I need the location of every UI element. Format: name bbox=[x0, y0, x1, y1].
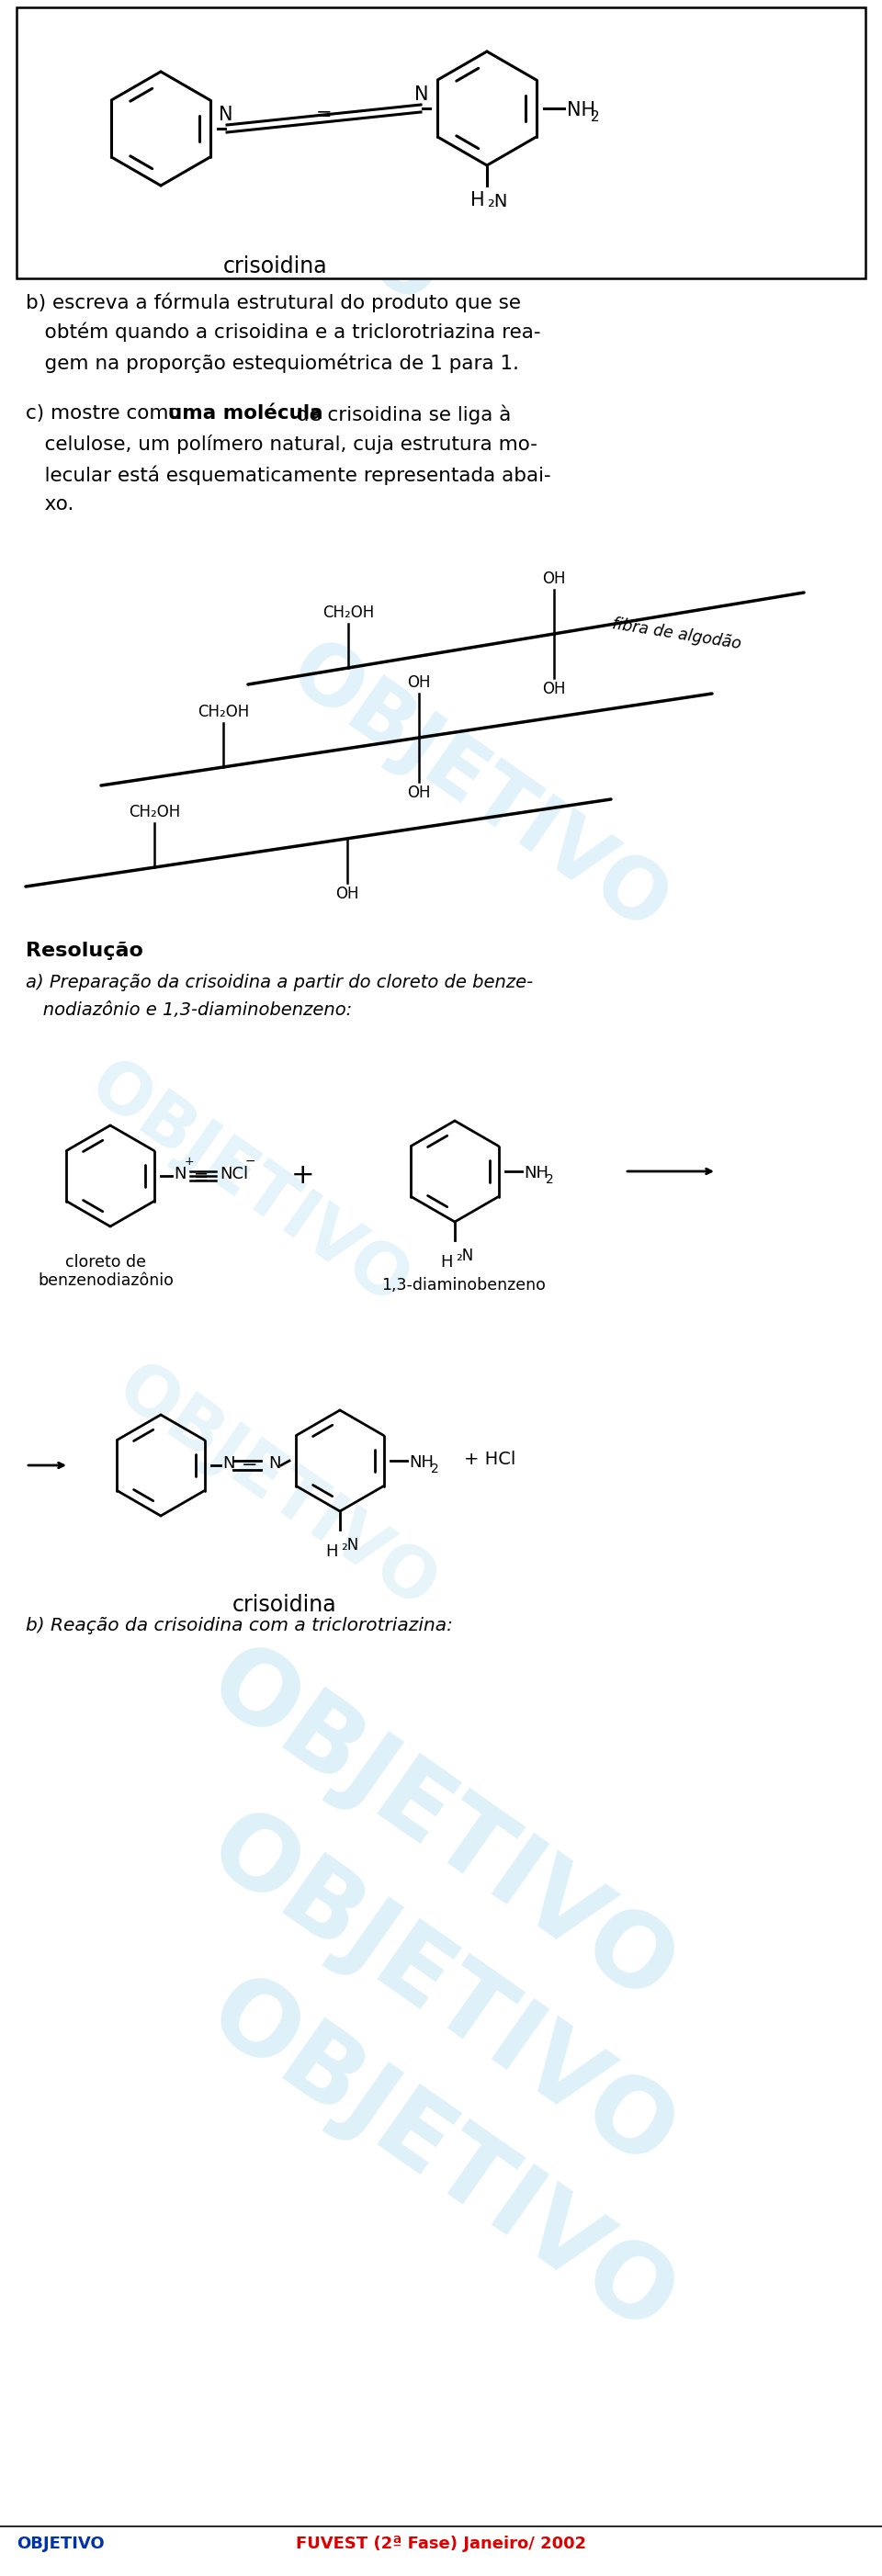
Text: N: N bbox=[219, 106, 233, 124]
Text: fibra de algodão: fibra de algodão bbox=[611, 616, 743, 652]
Text: CH₂OH: CH₂OH bbox=[198, 703, 249, 721]
Bar bbox=[17, 8, 865, 278]
Text: celulose, um polímero natural, cuja estrutura mo-: celulose, um polímero natural, cuja estr… bbox=[26, 435, 537, 453]
Text: OH: OH bbox=[542, 569, 565, 587]
Text: ₂N: ₂N bbox=[340, 1538, 359, 1553]
Text: =: = bbox=[316, 106, 332, 124]
Text: ≡: ≡ bbox=[194, 1167, 209, 1185]
Text: NH: NH bbox=[409, 1455, 434, 1471]
Text: benzenodiazônio: benzenodiazônio bbox=[38, 1273, 174, 1288]
Text: OBJETIVO: OBJETIVO bbox=[63, 18, 452, 322]
Text: H: H bbox=[440, 1255, 453, 1270]
Text: OBJETIVO: OBJETIVO bbox=[190, 1798, 692, 2190]
Text: c) mostre como: c) mostre como bbox=[26, 404, 187, 422]
Text: H: H bbox=[325, 1543, 338, 1561]
Text: OH: OH bbox=[407, 675, 430, 690]
Text: 1,3-diaminobenzeno: 1,3-diaminobenzeno bbox=[382, 1278, 546, 1293]
Text: OBJETIVO: OBJETIVO bbox=[17, 2535, 104, 2553]
Text: cloreto de: cloreto de bbox=[65, 1255, 146, 1270]
Text: OBJETIVO: OBJETIVO bbox=[190, 1963, 692, 2354]
Text: OH: OH bbox=[336, 886, 359, 902]
Text: uma molécula: uma molécula bbox=[168, 404, 323, 422]
Text: ₂N: ₂N bbox=[456, 1247, 474, 1265]
Text: OBJETIVO: OBJETIVO bbox=[190, 1631, 692, 2025]
Text: 2: 2 bbox=[546, 1172, 554, 1185]
Text: a) Preparação da crisoidina a partir do cloreto de benze-: a) Preparação da crisoidina a partir do … bbox=[26, 974, 533, 992]
Text: NH: NH bbox=[567, 100, 595, 118]
Text: +: + bbox=[184, 1154, 194, 1167]
Text: NH: NH bbox=[524, 1164, 549, 1182]
Text: lecular está esquematicamente representada abai-: lecular está esquematicamente representa… bbox=[26, 464, 551, 484]
Text: H: H bbox=[471, 191, 485, 209]
Text: CH₂OH: CH₂OH bbox=[129, 804, 180, 822]
Text: +: + bbox=[291, 1162, 315, 1190]
Text: de crisoidina se liga à: de crisoidina se liga à bbox=[290, 404, 512, 425]
Text: OBJETIVO: OBJETIVO bbox=[76, 1051, 421, 1319]
Text: 2: 2 bbox=[591, 111, 600, 124]
Text: N: N bbox=[222, 1455, 235, 1471]
Text: + HCl: + HCl bbox=[464, 1450, 516, 1468]
Text: ₂N: ₂N bbox=[487, 193, 507, 211]
Text: OBJETIVO: OBJETIVO bbox=[273, 631, 682, 951]
Text: Resolução: Resolução bbox=[26, 943, 143, 961]
Text: OBJETIVO: OBJETIVO bbox=[103, 1352, 448, 1623]
Text: −: − bbox=[245, 1154, 256, 1167]
Text: obtém quando a crisoidina e a triclorotriazina rea-: obtém quando a crisoidina e a triclorotr… bbox=[26, 322, 541, 343]
Text: nodiazônio e 1,3-diaminobenzeno:: nodiazônio e 1,3-diaminobenzeno: bbox=[26, 1002, 352, 1020]
Text: N: N bbox=[268, 1455, 280, 1471]
Text: CH₂OH: CH₂OH bbox=[322, 605, 374, 621]
Text: xo.: xo. bbox=[26, 495, 74, 513]
Text: b) Reação da crisoidina com a triclorotriazina:: b) Reação da crisoidina com a triclorotr… bbox=[26, 1618, 452, 1633]
Text: NCl: NCl bbox=[220, 1167, 248, 1182]
Text: N: N bbox=[415, 85, 429, 103]
Text: 2: 2 bbox=[431, 1463, 439, 1476]
Text: FUVEST (2ª Fase) Janeiro/ 2002: FUVEST (2ª Fase) Janeiro/ 2002 bbox=[295, 2535, 587, 2553]
Text: OH: OH bbox=[407, 786, 430, 801]
Text: crisoidina: crisoidina bbox=[223, 255, 328, 278]
Text: crisoidina: crisoidina bbox=[233, 1595, 337, 1615]
Text: OH: OH bbox=[542, 680, 565, 698]
Text: gem na proporção estequiométrica de 1 para 1.: gem na proporção estequiométrica de 1 pa… bbox=[26, 353, 519, 374]
Text: b) escreva a fórmula estrutural do produto que se: b) escreva a fórmula estrutural do produ… bbox=[26, 291, 521, 312]
Text: =: = bbox=[242, 1455, 258, 1473]
Text: N: N bbox=[174, 1167, 186, 1182]
